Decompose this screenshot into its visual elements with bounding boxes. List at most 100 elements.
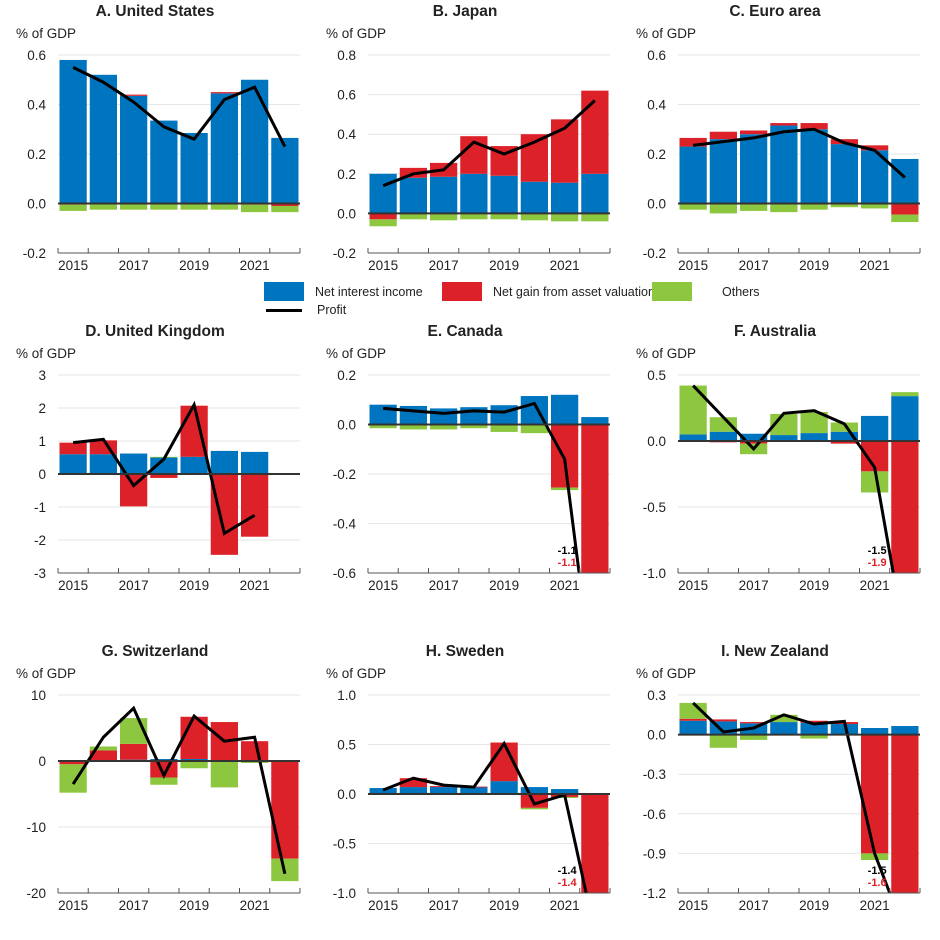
x-tick-label: 2017 (429, 258, 459, 273)
bar-others (370, 219, 397, 226)
bar-net-interest-income (241, 452, 268, 474)
y-tick-label: 0.5 (337, 738, 356, 753)
bar-others (710, 417, 737, 432)
bar-net-interest-income (680, 147, 707, 204)
legend-line-profit (266, 309, 302, 312)
bar-net-gain-asset-valuation (740, 130, 767, 134)
x-tick-label: 2017 (429, 578, 459, 593)
bar-net-interest-income (241, 80, 268, 204)
bar-net-interest-income (120, 96, 147, 204)
bar-net-gain-asset-valuation (211, 474, 238, 555)
bar-net-interest-income (680, 721, 707, 735)
y-tick-label: 0.5 (647, 368, 666, 383)
y-tick-label: -0.6 (643, 807, 666, 822)
x-tick-label: 2019 (179, 258, 209, 273)
bar-net-gain-asset-valuation (891, 204, 918, 215)
x-tick-label: 2017 (429, 898, 459, 913)
line-profit (73, 708, 285, 874)
bar-net-gain-asset-valuation (271, 761, 298, 859)
y-tick-label: -0.3 (643, 767, 666, 782)
bar-others (181, 761, 208, 768)
y-tick-label: -0.2 (643, 246, 666, 261)
bar-others (710, 735, 737, 748)
y-tick-label: -10 (26, 820, 46, 835)
bar-net-interest-income (891, 726, 918, 735)
x-tick-label: 2017 (119, 578, 149, 593)
bar-others (891, 215, 918, 222)
bar-net-interest-income (60, 454, 87, 474)
y-tick-label: 2 (38, 401, 46, 416)
y-tick-label: 1 (38, 434, 46, 449)
x-tick-label: 2021 (860, 258, 890, 273)
bar-net-interest-income (370, 174, 397, 214)
bar-net-interest-income (271, 138, 298, 204)
bar-net-gain-asset-valuation (211, 92, 238, 93)
bar-others (680, 386, 707, 435)
bar-net-interest-income (801, 433, 828, 441)
legend-item-net-interest-income: Net interest income (264, 282, 423, 301)
legend-swatch-net-interest-income (264, 282, 304, 301)
offscale-annotation: -1.6 (868, 877, 887, 889)
bar-net-interest-income (430, 408, 457, 424)
bar-net-interest-income (400, 787, 427, 794)
bar-others (710, 204, 737, 214)
y-tick-label: -0.6 (333, 566, 356, 581)
x-tick-label: 2015 (58, 578, 88, 593)
y-tick-label: 0.2 (337, 368, 356, 383)
bar-net-interest-income (90, 75, 117, 204)
bar-others (211, 761, 238, 787)
bar-others (521, 808, 548, 809)
bar-net-interest-income (460, 174, 487, 214)
legend-item-others: Others (652, 282, 760, 301)
bar-net-interest-income (551, 183, 578, 214)
bar-net-interest-income (581, 174, 608, 214)
offscale-annotation: -1.1 (558, 557, 577, 569)
bar-net-interest-income (770, 126, 797, 204)
bar-net-interest-income (861, 416, 888, 441)
y-tick-label: -0.5 (333, 837, 356, 852)
x-tick-label: 2015 (58, 898, 88, 913)
bar-net-interest-income (181, 457, 208, 474)
y-tick-label: 0.0 (647, 197, 666, 212)
y-tick-label: 0.2 (27, 147, 46, 162)
offscale-annotation: -1.4 (558, 865, 578, 877)
y-tick-label: 0.4 (27, 98, 46, 113)
bar-net-interest-income (430, 177, 457, 214)
bar-net-gain-asset-valuation (680, 719, 707, 721)
bar-others (491, 425, 518, 432)
offscale-annotation: -1.1 (558, 545, 577, 557)
y-tick-label: 0.2 (337, 167, 356, 182)
offscale-annotation: -1.9 (868, 557, 887, 569)
plot-area (680, 123, 919, 222)
x-tick-label: 2019 (489, 578, 519, 593)
bar-net-interest-income (831, 144, 858, 203)
x-tick-label: 2019 (179, 898, 209, 913)
bar-net-interest-income (150, 121, 177, 204)
offscale-annotation: -1.5 (868, 545, 887, 557)
x-tick-label: 2021 (860, 578, 890, 593)
bar-net-interest-income (710, 139, 737, 203)
y-tick-label: 0.0 (647, 434, 666, 449)
y-tick-label: -0.2 (23, 246, 46, 261)
y-tick-label: 0 (38, 754, 46, 769)
legend-swatch-net-gain-asset-valuation (442, 282, 482, 301)
y-tick-label: 0.6 (27, 48, 46, 63)
legend-item-net-gain-asset-valuation: Net gain from asset valuation (442, 282, 655, 301)
x-tick-label: 2015 (678, 898, 708, 913)
x-tick-label: 2017 (739, 258, 769, 273)
bar-others (770, 204, 797, 213)
y-tick-label: 0.2 (647, 147, 666, 162)
y-tick-label: 0.0 (337, 206, 356, 221)
legend-label: Net interest income (315, 285, 423, 299)
legend-label: Net gain from asset valuation (493, 285, 655, 299)
bar-net-gain-asset-valuation (891, 735, 918, 940)
